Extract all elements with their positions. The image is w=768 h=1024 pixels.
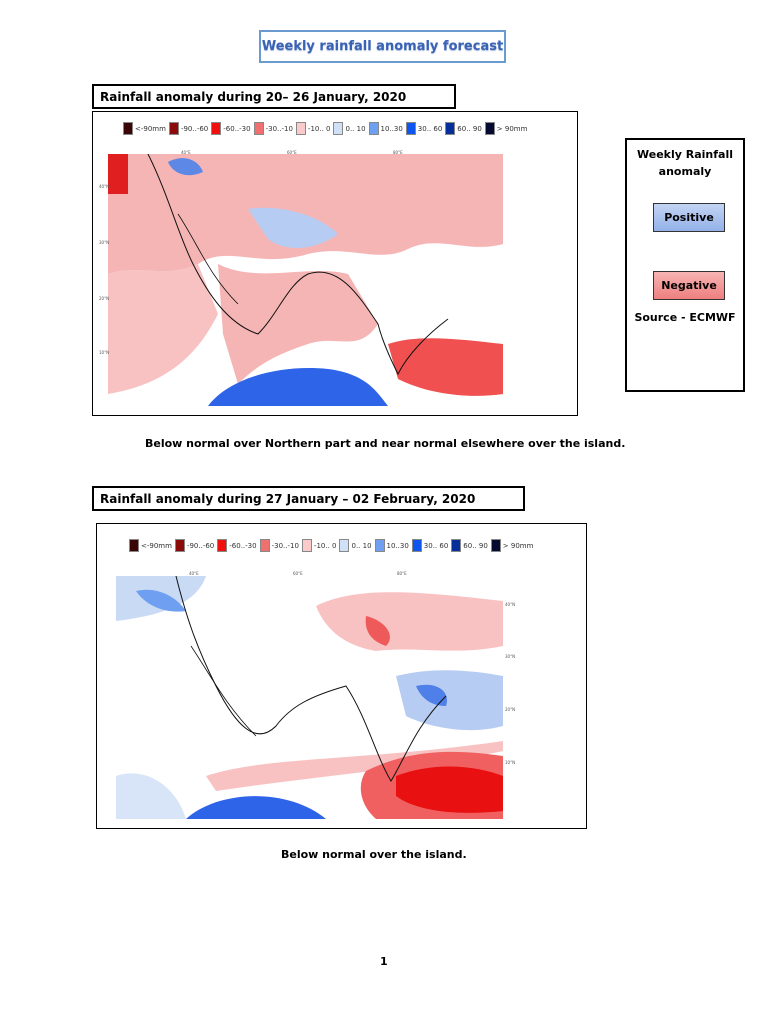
legend-label: 0.. 10 [351,541,372,550]
legend-label: -30..-10 [265,124,293,133]
legend-swatch [339,539,350,552]
page-number: 1 [380,955,388,968]
legend-label: 30.. 60 [423,541,449,550]
legend-item: -60..-30 [217,539,257,552]
legend-label: 10..30 [380,124,403,133]
week1-tick-lat-30: 30°N [99,240,110,245]
week2-legend: <-90mm -90..-60 -60..-30 -30..-10 -10.. 0 0..… [129,539,536,552]
week2-caption: Below normal over the island. [281,848,467,861]
legend-swatch [259,539,270,552]
legend-item: 30.. 60 [411,539,449,552]
legend-swatch [253,122,264,135]
week2-tick-lat-20: 20°N [505,707,516,712]
week2-map-figure: <-90mm -90..-60 -60..-30 -30..-10 -10.. 0 0..… [96,523,587,829]
legend-swatch [333,122,344,135]
legend-label: 30.. 60 [417,124,443,133]
legend-item: <-90mm [129,539,172,552]
legend-item: -30..-10 [259,539,299,552]
legend-panel-title-line2: anomaly [658,165,712,178]
legend-label: 0.. 10 [345,124,366,133]
legend-item: <-90mm [123,122,166,135]
week1-tick-lat-40: 40°N [99,184,110,189]
legend-label: -60..-30 [223,124,251,133]
legend-item: 10..30 [368,122,403,135]
week1-map-figure: <-90mm -90..-60 -60..-30 -30..-10 -10.. 0 0..… [92,111,578,416]
legend-item: -10.. 0 [301,539,337,552]
week2-tick-lon-40: 40°E [189,571,199,576]
week1-tick-lon-80: 80°E [393,150,403,155]
legend-item: -30..-10 [253,122,293,135]
legend-swatch [451,539,462,552]
legend-swatch [490,539,501,552]
week2-map [116,576,503,819]
legend-label: <-90mm [141,541,172,550]
week2-tick-lon-80: 80°E [397,571,407,576]
legend-label: -10.. 0 [307,124,331,133]
legend-label: > 90mm [502,541,534,550]
legend-swatch [374,539,385,552]
legend-item: 10..30 [374,539,409,552]
legend-swatch [168,122,179,135]
legend-label: -90..-60 [180,124,209,133]
legend-swatch [484,122,495,135]
legend-item: > 90mm [484,122,528,135]
week2-tick-lat-10: 10°N [505,760,516,765]
legend-item: 60.. 90 [445,122,482,135]
legend-label: -90..-60 [186,541,215,550]
week1-legend: <-90mm -90..-60 -60..-30 -30..-10 -10.. 0 0..… [123,122,530,135]
positive-key: Positive [653,203,725,232]
legend-swatch [295,122,306,135]
week1-tick-lat-10: 10°N [99,350,110,355]
source-label: Source - ECMWF [634,311,736,324]
legend-item: > 90mm [490,539,534,552]
week1-header: Rainfall anomaly during 20– 26 January, … [92,84,456,109]
legend-label: 60.. 90 [463,541,488,550]
legend-panel-title-line1: Weekly Rainfall [637,148,733,161]
week2-tick-lat-40: 40°N [505,602,516,607]
legend-label: > 90mm [496,124,528,133]
week1-tick-lon-40: 40°E [181,150,191,155]
week1-tick-lat-20: 20°N [99,296,110,301]
legend-swatch [411,539,422,552]
legend-item: 0.. 10 [339,539,372,552]
negative-key: Negative [653,271,725,300]
legend-label: -60..-30 [229,541,257,550]
week1-tick-lon-60: 60°E [287,150,297,155]
legend-panel: Weekly Rainfall anomaly Positive Negative… [625,138,745,392]
legend-item: -90..-60 [168,122,209,135]
legend-swatch [174,539,185,552]
legend-swatch [129,539,139,552]
legend-item: 60.. 90 [451,539,488,552]
legend-item: -90..-60 [174,539,215,552]
legend-swatch [368,122,379,135]
legend-label: 60.. 90 [457,124,482,133]
week2-tick-lon-60: 60°E [293,571,303,576]
legend-item: -10.. 0 [295,122,331,135]
legend-swatch [445,122,456,135]
legend-swatch [301,539,312,552]
legend-swatch [123,122,133,135]
legend-swatch [211,122,222,135]
legend-label: 10..30 [386,541,409,550]
legend-item: 0.. 10 [333,122,366,135]
week2-header: Rainfall anomaly during 27 January – 02 … [92,486,525,511]
legend-label: -30..-10 [271,541,299,550]
legend-swatch [217,539,228,552]
legend-item: 30.. 60 [405,122,443,135]
week2-tick-lat-30: 30°N [505,654,516,659]
page-title: Weekly rainfall anomaly forecast [259,30,506,63]
week1-map [108,154,503,406]
legend-item: -60..-30 [211,122,251,135]
legend-label: -10.. 0 [313,541,337,550]
legend-label: <-90mm [135,124,166,133]
week1-caption: Below normal over Northern part and near… [145,437,626,450]
legend-swatch [405,122,416,135]
